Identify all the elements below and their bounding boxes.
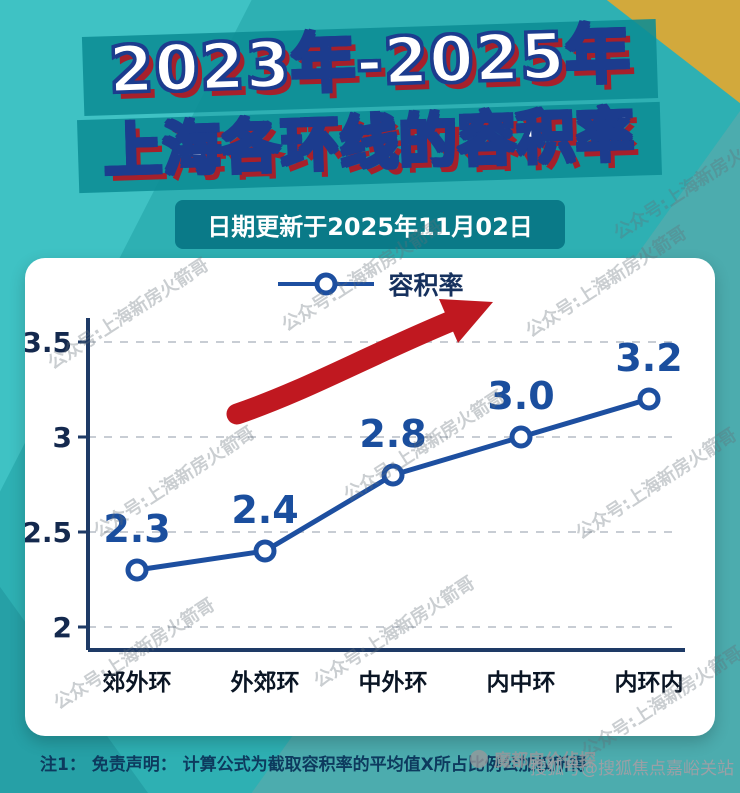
data-point-label: 3.2 [615,336,682,380]
title-text-years: 2023年-2025年 [106,16,633,109]
data-point-marker [509,425,533,449]
trend-arrow-shaft [226,311,460,425]
data-point-marker [381,463,405,487]
ratio-line-chart: 2 2.5 3 3.5 郊外环 外郊环 中外环 内中环 内环内 2.3 2.4 2.8 3.0 3.2 [25,299,685,696]
y-tick-label: 3.5 [25,326,72,359]
data-point-marker [253,539,277,563]
legend-line-marker-icon [278,272,375,296]
sohu-watermark: 搜狐号@搜狐焦点嘉峪关站 [530,759,734,779]
y-tick-label: 3 [53,421,72,454]
x-category-label: 内环内 [615,670,684,696]
data-point-label: 2.8 [359,412,426,456]
chart-card: 容积率 2 2.5 3 3.5 郊外环 外郊环 中外环 内中环 内环内 2.3 2.4 2.8 3.0 3… [25,258,715,736]
x-category-label: 外郊环 [231,669,300,696]
x-category-label: 中外环 [359,669,428,696]
title-text-subject: 上海各环线的容积率 [102,99,638,187]
y-tick-label: 2.5 [25,516,72,549]
x-category-label: 内中环 [487,670,556,696]
data-point-label: 2.4 [231,488,298,532]
data-point-marker [637,387,661,411]
data-point-label: 3.0 [487,374,554,418]
y-tick-label: 2 [53,611,72,644]
chart-legend: 容积率 [25,258,715,300]
x-category-label: 郊外环 [103,669,172,696]
data-point-marker [125,558,149,582]
header: 2023年-2025年 上海各环线的容积率 日期更新于2025年11月02日 [0,0,740,250]
legend-label: 容积率 [388,271,464,300]
data-point-label: 2.3 [103,507,170,551]
date-banner: 日期更新于2025年11月02日 [175,200,565,250]
logo-circle-icon [470,749,488,768]
title-line-2: 上海各环线的容积率 [77,99,663,194]
title-line-1: 2023年-2025年 [81,16,659,117]
